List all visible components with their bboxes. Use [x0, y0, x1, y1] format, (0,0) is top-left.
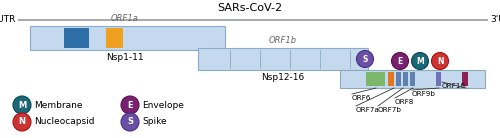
Circle shape — [13, 96, 31, 114]
Text: ORF6: ORF6 — [352, 95, 372, 101]
Bar — [436, 72, 441, 86]
Bar — [462, 72, 468, 86]
Bar — [443, 72, 460, 86]
Bar — [340, 70, 485, 88]
Bar — [366, 72, 385, 86]
Bar — [30, 26, 225, 50]
Bar — [154, 28, 165, 48]
Text: Nucleocapsid: Nucleocapsid — [34, 117, 94, 127]
Bar — [396, 72, 401, 86]
Text: M: M — [18, 100, 26, 109]
Circle shape — [121, 113, 139, 131]
Text: ORF1b: ORF1b — [269, 36, 297, 45]
Circle shape — [392, 52, 408, 70]
Text: 3'UTR: 3'UTR — [490, 15, 500, 25]
Bar — [403, 72, 408, 86]
Bar — [92, 28, 103, 48]
Bar — [388, 72, 394, 86]
Text: S: S — [362, 55, 368, 63]
Text: ORF8: ORF8 — [395, 99, 414, 105]
Text: ORF1a: ORF1a — [111, 14, 139, 23]
Text: Nsp12-16: Nsp12-16 — [262, 73, 304, 82]
Text: N: N — [437, 56, 444, 66]
Bar — [417, 72, 434, 86]
Text: ORF7a: ORF7a — [356, 107, 380, 113]
Bar — [126, 28, 137, 48]
Bar — [106, 28, 123, 48]
Bar — [140, 28, 151, 48]
Text: E: E — [127, 100, 133, 109]
Bar — [48, 28, 61, 48]
Text: ORF9b: ORF9b — [412, 91, 436, 97]
Bar — [198, 48, 368, 70]
Text: Membrane: Membrane — [34, 100, 82, 109]
Bar — [470, 72, 481, 86]
Text: SARs-CoV-2: SARs-CoV-2 — [218, 3, 282, 13]
Bar — [410, 72, 415, 86]
Circle shape — [13, 113, 31, 131]
Circle shape — [412, 52, 428, 70]
Bar — [168, 28, 179, 48]
Text: ORF10: ORF10 — [442, 83, 466, 89]
Text: M: M — [416, 56, 424, 66]
Text: Envelope: Envelope — [142, 100, 184, 109]
Text: Nsp1-11: Nsp1-11 — [106, 53, 144, 62]
Bar — [64, 28, 89, 48]
Bar — [182, 28, 195, 48]
Circle shape — [356, 51, 374, 67]
Bar — [32, 28, 45, 48]
Circle shape — [121, 96, 139, 114]
Text: 5'UTR: 5'UTR — [0, 15, 16, 25]
Text: Spike: Spike — [142, 117, 167, 127]
Text: E: E — [398, 56, 402, 66]
Text: S: S — [127, 117, 133, 127]
Text: N: N — [18, 117, 26, 127]
Text: ORF7b: ORF7b — [378, 107, 402, 113]
Circle shape — [432, 52, 448, 70]
Bar — [342, 72, 363, 86]
Bar — [198, 28, 209, 48]
